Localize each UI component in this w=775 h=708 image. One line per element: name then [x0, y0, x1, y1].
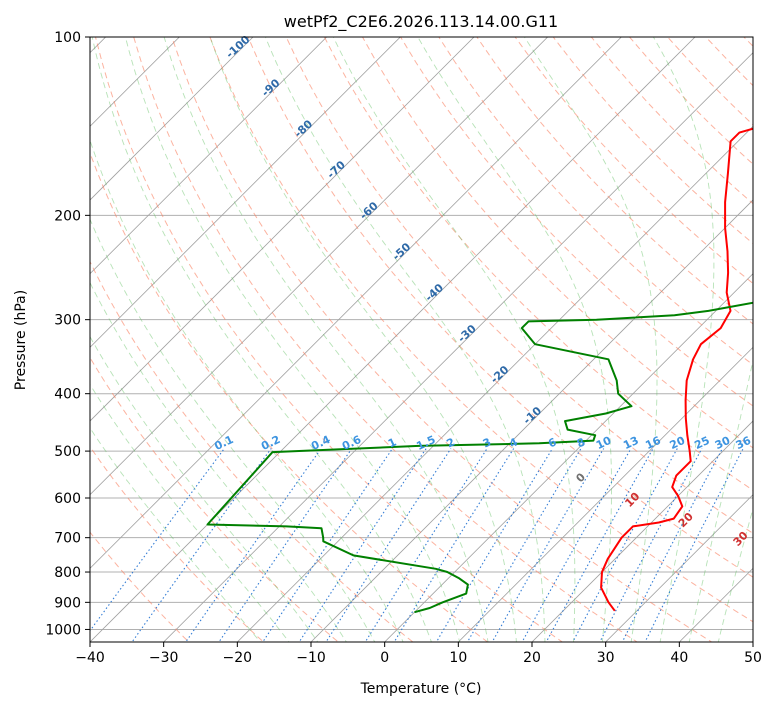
y-axis-label: Pressure (hPa) [13, 290, 29, 390]
dry-adiabat-line [94, 37, 564, 642]
series-layer [206, 127, 753, 614]
dry-adiabat-line [90, 260, 414, 642]
dry-adiabat-line [361, 37, 753, 449]
isotherm-line [531, 420, 753, 642]
dry-adiabat-line [514, 37, 753, 285]
plot-frame [89, 36, 754, 643]
moist-adiabat-line [688, 358, 753, 642]
isotherm-line [605, 494, 753, 642]
mixing-ratio-line [599, 448, 703, 642]
moist-adiabat-line [264, 37, 546, 642]
dry-adiabat-line [476, 37, 753, 325]
mixing-ratio-line [185, 448, 322, 642]
y-tick-label: 700 [54, 531, 81, 547]
isotherm-line [90, 37, 254, 201]
mixing-ratio-line [644, 448, 744, 642]
dewpoint-profile-line [206, 301, 753, 614]
y-tick-label: 500 [54, 444, 81, 460]
isotherm-line [384, 273, 753, 642]
mixing-ratio-line [621, 448, 723, 642]
mixing-ratio-label: 25 [692, 434, 711, 452]
moist-adiabat-line [90, 383, 290, 642]
chart-title: wetPf2_C2E6.2026.113.14.00.G11 [284, 12, 558, 32]
mixing-ratio-line [466, 448, 582, 642]
mixing-ratio-line [521, 448, 632, 642]
mixing-ratio-line [364, 448, 488, 642]
mixing-ratio-label: 36 [734, 434, 754, 452]
x-tick-label: −10 [296, 650, 326, 666]
x-tick-label: −30 [149, 650, 179, 666]
isotherm-line [90, 37, 696, 642]
moist-adiabat-line [163, 37, 489, 642]
x-tick-label: −20 [223, 650, 253, 666]
dry-adiabat-line [247, 37, 753, 578]
mixing-ratio-label: 20 [668, 434, 688, 452]
y-tick-label: 300 [54, 313, 81, 329]
mixing-ratio-line [298, 448, 427, 642]
isotherm-line [90, 37, 328, 275]
mixing-ratio-label: 16 [643, 434, 663, 452]
moist-adiabat-line [90, 427, 261, 642]
moist-adiabat-line [124, 37, 461, 642]
moist-adiabat-line [90, 335, 319, 642]
x-tick-label: 30 [597, 650, 615, 666]
x-tick-label: 40 [670, 650, 688, 666]
mixing-ratio-line [435, 448, 553, 642]
moist-adiabat-line [332, 37, 576, 642]
isotherm-line [90, 37, 549, 496]
y-tick-label: 200 [54, 208, 81, 224]
isotherm-line [457, 346, 753, 642]
temperature-profile-line [600, 127, 753, 612]
moist-adiabat-line [90, 138, 404, 642]
moist-adiabat-line [90, 281, 347, 642]
dry-adiabat-line [209, 37, 753, 623]
moist-adiabat-line [417, 37, 612, 642]
mixing-ratio-label: 13 [621, 434, 640, 452]
grid-layer [90, 37, 753, 642]
dry-adiabat-line [133, 37, 638, 642]
moist-adiabat-line [209, 37, 517, 642]
x-tick-label: 50 [744, 650, 762, 666]
mixing-ratio-line [491, 448, 605, 642]
y-tick-label: 800 [54, 565, 81, 581]
dry-adiabat-line [90, 151, 489, 642]
mixing-ratio-label: 30 [713, 434, 733, 452]
y-tick-label: 600 [54, 491, 81, 507]
x-axis-label: Temperature (°C) [360, 681, 482, 697]
x-tick-label: 0 [380, 650, 389, 666]
x-tick-label: 10 [449, 650, 467, 666]
dry-adiabat-line [90, 445, 265, 642]
y-tick-label: 900 [54, 595, 81, 611]
dry-adiabat-line [90, 531, 190, 642]
isotherm-line [163, 52, 753, 642]
y-tick-label: 100 [54, 30, 81, 46]
moist-adiabat-line [717, 506, 753, 642]
mixing-ratio-line [325, 448, 452, 642]
isotherm-line [310, 199, 753, 642]
moist-adiabat-line [653, 37, 715, 642]
plot-background [90, 37, 753, 642]
mixing-ratio-line [393, 448, 515, 642]
dry-adiabat-line [285, 37, 753, 535]
moist-adiabat-line [524, 37, 658, 642]
isotherm-line [90, 37, 622, 569]
dry-adiabat-line [90, 356, 339, 642]
dry-adiabat-line [323, 37, 753, 491]
mixing-ratio-line [545, 448, 654, 642]
y-tick-label: 400 [54, 387, 81, 403]
x-tick-label: −40 [75, 650, 105, 666]
isotherm-line [90, 37, 180, 127]
moist-adiabat-line [90, 218, 376, 642]
axis-tick-layer: −40 −30 −20 −10 0 10 20 30 40 50 1000 900 800 700 600 5… [45, 30, 762, 666]
mixing-ratio-line [218, 448, 353, 642]
isotherm-line [90, 37, 475, 422]
isotherm-line [90, 37, 401, 348]
y-tick-label: 1000 [45, 622, 81, 638]
dry-adiabat-line [171, 37, 713, 642]
mixing-ratio-label: 10 [594, 434, 614, 452]
x-tick-label: 20 [523, 650, 541, 666]
